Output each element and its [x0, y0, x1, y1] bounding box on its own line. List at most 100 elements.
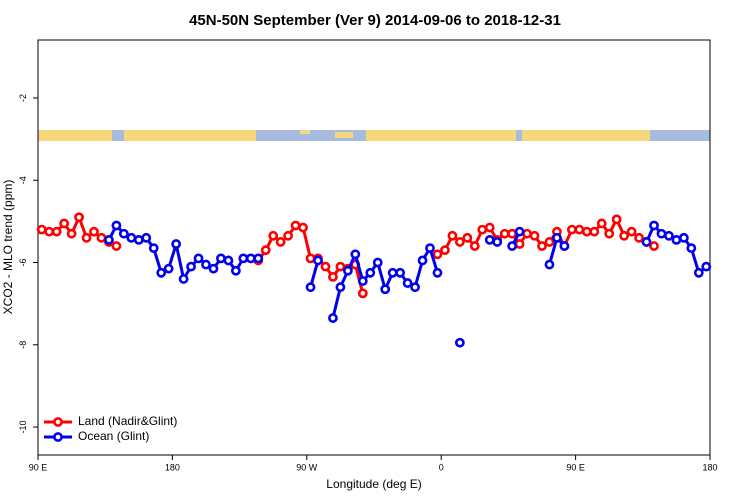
data-point [238, 253, 249, 264]
data-point [328, 272, 338, 282]
x-tick-label: 90 W [296, 462, 318, 472]
data-point [649, 220, 659, 231]
data-point [656, 228, 667, 239]
data-point [148, 243, 159, 254]
data-point [208, 263, 219, 274]
data-point [522, 228, 532, 239]
data-point [574, 224, 585, 235]
data-point [335, 282, 346, 293]
data-point [514, 226, 525, 237]
data-point [566, 224, 577, 235]
data-point [552, 232, 562, 243]
data-point [320, 261, 331, 272]
data-point [342, 265, 353, 276]
data-point [268, 230, 279, 241]
data-point [507, 241, 518, 251]
data-point [387, 267, 398, 278]
data-point [141, 232, 152, 243]
data-point [440, 245, 450, 256]
data-point [133, 234, 144, 245]
data-point [36, 224, 47, 235]
data-point [529, 230, 540, 241]
data-point [611, 214, 622, 225]
data-point [372, 257, 383, 268]
series-line [107, 222, 708, 319]
data-point [51, 226, 62, 237]
data-point [44, 226, 55, 237]
data-point [559, 241, 570, 251]
data-point [201, 259, 211, 270]
chart-title: 45N-50N September (Ver 9) 2014-09-06 to … [189, 12, 561, 29]
data-point [305, 253, 316, 264]
data-point [469, 241, 480, 251]
data-point [544, 237, 555, 247]
x-axis-label: Longitude (deg E) [326, 477, 421, 491]
data-point [357, 288, 368, 299]
data-point [686, 243, 697, 254]
data-point [163, 263, 174, 274]
data-point [193, 253, 204, 264]
y-tick-label: -4 [18, 176, 28, 184]
data-point [693, 267, 704, 278]
data-point [447, 230, 458, 241]
data-point [96, 232, 107, 243]
data-point [126, 232, 137, 243]
x-tick-label: 0 [439, 462, 444, 472]
data-point [589, 226, 600, 237]
data-point [649, 241, 659, 251]
data-point [462, 232, 473, 243]
data-point [305, 282, 316, 293]
data-point [619, 230, 630, 241]
data-point [66, 228, 77, 239]
data-point [178, 274, 189, 284]
data-point [634, 232, 644, 243]
data-point [245, 253, 256, 264]
y-tick-label: -2 [18, 94, 28, 102]
y-tick-label: -10 [18, 421, 28, 434]
data-point [678, 232, 689, 243]
data-point [537, 241, 547, 251]
data-point [454, 337, 465, 348]
data-point [395, 267, 406, 278]
data-point [59, 218, 70, 229]
data-point [626, 226, 637, 237]
legend-item: Ocean (Glint) [44, 429, 149, 443]
data-point [596, 218, 607, 229]
data-point [283, 230, 294, 241]
data-point [417, 255, 428, 266]
legend-label: Land (Nadir&Glint) [78, 414, 177, 428]
y-tick-label: -8 [18, 341, 28, 349]
data-point [313, 255, 323, 266]
series-line [41, 213, 655, 294]
data-point [671, 234, 682, 245]
data-point [335, 261, 346, 272]
data-point [253, 253, 264, 264]
y-tick-label: -6 [18, 259, 28, 267]
x-tick-label: 180 [702, 462, 717, 472]
x-tick-label: 180 [165, 462, 180, 472]
data-point [111, 220, 122, 231]
data-point [492, 237, 503, 247]
data-point [402, 278, 413, 288]
data-point [118, 228, 129, 239]
x-tick-label: 90 E [29, 462, 48, 472]
data-point [581, 226, 592, 237]
data-point [514, 239, 525, 249]
data-point [544, 259, 555, 270]
data-point [604, 228, 615, 239]
y-axis-label: XCO2 - MLO trend (ppm) [1, 180, 15, 315]
map-strip [38, 130, 710, 141]
data-point [186, 261, 196, 272]
data-point [432, 249, 443, 260]
data-point [230, 265, 241, 276]
data-point [507, 228, 518, 239]
legend-marker [53, 417, 63, 427]
data-point [216, 253, 226, 264]
legend-label: Ocean (Glint) [78, 429, 149, 443]
data-point [664, 230, 674, 241]
data-point [484, 234, 495, 245]
data-point [484, 222, 495, 233]
data-point [156, 267, 167, 278]
data-point [365, 267, 376, 278]
